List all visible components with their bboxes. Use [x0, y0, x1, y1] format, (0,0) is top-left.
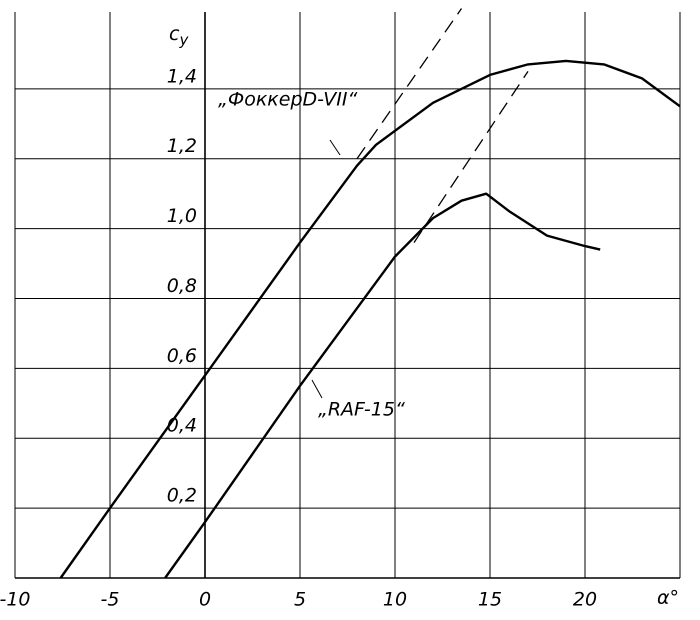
y-tick-label: 0,2: [167, 485, 197, 507]
y-tick-label: 1,2: [167, 135, 197, 157]
x-tick-label: 15: [478, 589, 502, 611]
x-tick-label: 0: [199, 589, 211, 611]
x-tick-label: -5: [101, 589, 120, 611]
series-annotation: „RAF-15“: [318, 399, 405, 421]
lift-curve: [164, 192, 601, 579]
y-tick-label: 1,4: [167, 65, 197, 87]
y-tick-label: 0,4: [167, 415, 197, 437]
y-axis-label: cy: [169, 23, 189, 49]
x-tick-label: -10: [0, 589, 31, 611]
annotation-leader: [329, 139, 341, 156]
y-tick-label: 0,8: [167, 275, 197, 297]
extrapolation-line: [356, 8, 463, 160]
x-axis-label: α°: [657, 587, 679, 609]
y-tick-label: 0,6: [167, 345, 197, 367]
y-axis-label-main: c: [169, 23, 180, 45]
x-tick-label: 20: [573, 589, 597, 611]
x-tick-label: 10: [383, 589, 407, 611]
y-tick-label: 1,0: [167, 205, 197, 227]
y-axis-label-sub: y: [178, 31, 189, 49]
x-tick-label: 5: [294, 589, 306, 611]
extrapolation-line: [413, 71, 529, 243]
series-annotation: „ФоккерD-VII“: [218, 89, 357, 111]
lift-curve: [59, 59, 681, 579]
annotation-leader: [311, 379, 323, 399]
